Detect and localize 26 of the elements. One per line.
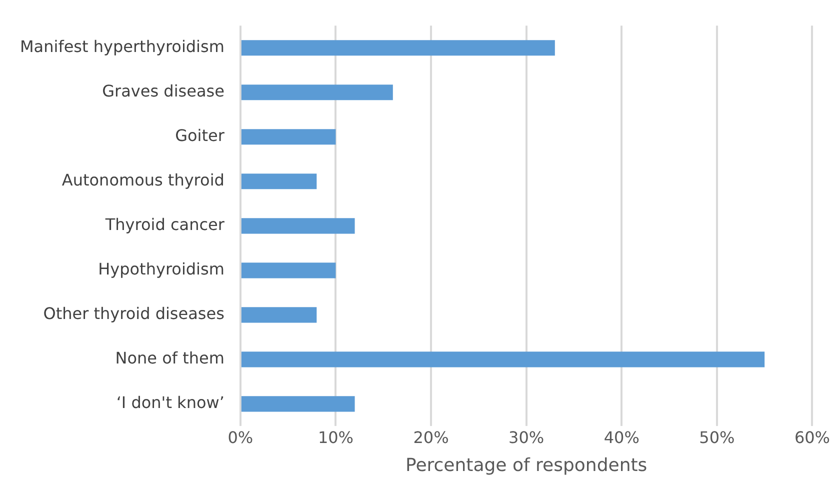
x-tick-label: 30%	[508, 428, 544, 447]
x-tick-label: 60%	[794, 428, 830, 447]
y-tick-label: Autonomous thyroid	[62, 170, 224, 190]
y-tick-label: ‘I don't know’	[116, 393, 224, 412]
y-tick-label: None of them	[115, 348, 224, 368]
bar	[241, 40, 555, 56]
bar	[241, 218, 355, 234]
x-tick-label: 0%	[228, 428, 254, 447]
y-tick-label: Hypothyroidism	[98, 260, 224, 279]
x-tick-label: 40%	[604, 428, 640, 447]
x-tick-label: 50%	[699, 428, 735, 447]
bar	[241, 174, 317, 190]
bar	[241, 262, 336, 278]
x-tick-label: 10%	[318, 428, 354, 447]
x-tick-label: 20%	[413, 428, 449, 447]
y-tick-label: Other thyroid diseases	[43, 304, 224, 324]
y-tick-label: Graves disease	[102, 82, 224, 101]
bar	[241, 352, 765, 368]
bar	[241, 129, 336, 145]
y-tick-label: Manifest hyperthyroidism	[20, 37, 224, 56]
bar	[241, 307, 317, 323]
x-axis-title: Percentage of respondents	[405, 454, 648, 476]
bar	[241, 84, 393, 100]
y-tick-label: Goiter	[175, 126, 225, 146]
y-tick-label: Thyroid cancer	[104, 215, 225, 234]
bar	[241, 396, 355, 412]
